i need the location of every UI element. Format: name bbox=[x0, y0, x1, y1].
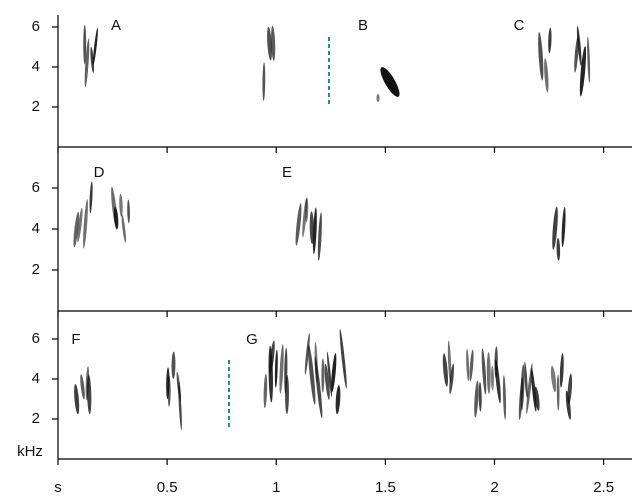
streak bbox=[478, 381, 482, 412]
y-tick-label: 2 bbox=[32, 261, 40, 278]
streak bbox=[567, 373, 573, 404]
streak bbox=[324, 363, 330, 400]
streak bbox=[262, 62, 266, 101]
streak bbox=[89, 181, 93, 214]
x-tick-label: 1 bbox=[272, 479, 280, 496]
streak bbox=[304, 332, 310, 375]
streak bbox=[552, 206, 558, 250]
panel-label: D bbox=[94, 164, 105, 181]
streak bbox=[83, 24, 87, 65]
streak bbox=[481, 348, 487, 395]
streak bbox=[90, 46, 95, 73]
streak bbox=[380, 67, 400, 97]
streak bbox=[84, 38, 90, 88]
streak bbox=[309, 211, 314, 245]
y-tick-label: 4 bbox=[32, 220, 40, 237]
streak bbox=[74, 383, 80, 415]
streak bbox=[466, 348, 470, 382]
streak bbox=[534, 386, 540, 411]
streak bbox=[119, 193, 123, 217]
streak bbox=[526, 362, 533, 415]
streak bbox=[556, 374, 560, 411]
streak bbox=[339, 328, 347, 389]
streak bbox=[447, 340, 452, 384]
streak bbox=[490, 365, 494, 391]
streak bbox=[474, 380, 479, 418]
streak bbox=[263, 373, 268, 409]
streak bbox=[587, 36, 591, 84]
panel-label: B bbox=[358, 17, 368, 34]
streak bbox=[331, 352, 337, 393]
streak bbox=[326, 351, 333, 398]
y-axis-label: kHz bbox=[17, 443, 43, 460]
y-tick-label: 6 bbox=[32, 179, 40, 196]
streak bbox=[524, 361, 528, 399]
streak bbox=[544, 58, 549, 93]
streak bbox=[178, 381, 182, 431]
streak bbox=[269, 340, 275, 375]
x-tick-label: 1.5 bbox=[375, 479, 396, 496]
streak bbox=[92, 27, 98, 65]
streak bbox=[520, 364, 525, 411]
panel-label: G bbox=[246, 331, 258, 348]
streak bbox=[565, 390, 571, 420]
streak bbox=[271, 25, 276, 61]
y-tick-label: 6 bbox=[32, 18, 40, 35]
streak bbox=[486, 352, 491, 394]
y-tick-label: 2 bbox=[32, 98, 40, 115]
x-tick-label: 2 bbox=[490, 479, 498, 496]
streak bbox=[171, 351, 176, 379]
x-tick-label: s bbox=[54, 479, 62, 496]
y-tick-label: 4 bbox=[32, 58, 40, 75]
streak bbox=[127, 199, 130, 224]
streak bbox=[80, 374, 85, 400]
streak bbox=[274, 349, 278, 388]
streak bbox=[449, 363, 455, 394]
panel-label: A bbox=[111, 17, 121, 34]
panel-label: C bbox=[514, 17, 525, 34]
streak bbox=[502, 375, 507, 420]
streak bbox=[308, 344, 316, 405]
streak bbox=[579, 46, 587, 97]
spectrogram-image bbox=[73, 24, 591, 431]
y-tick-label: 6 bbox=[32, 330, 40, 347]
streak bbox=[279, 344, 284, 394]
streak bbox=[556, 237, 561, 261]
y-tick-label: 2 bbox=[32, 410, 40, 427]
streak bbox=[317, 212, 322, 261]
streak bbox=[167, 375, 171, 407]
streak bbox=[376, 94, 380, 102]
streak bbox=[267, 26, 272, 61]
streak bbox=[321, 358, 325, 393]
panel-label: E bbox=[282, 164, 292, 181]
streak bbox=[335, 385, 341, 415]
y-tick-label: 4 bbox=[32, 370, 40, 387]
streak bbox=[83, 199, 88, 249]
streak bbox=[548, 27, 552, 54]
streak bbox=[469, 349, 474, 382]
streak bbox=[285, 374, 289, 415]
streak bbox=[295, 203, 302, 246]
streak bbox=[312, 207, 317, 255]
streak bbox=[559, 353, 564, 388]
streak bbox=[494, 359, 501, 404]
streak bbox=[442, 353, 448, 387]
streak bbox=[531, 367, 537, 412]
streak bbox=[538, 32, 544, 81]
panel-label: F bbox=[71, 331, 80, 348]
streak bbox=[113, 206, 119, 229]
x-tick-label: 2.5 bbox=[593, 479, 614, 496]
streak bbox=[576, 25, 582, 67]
streak bbox=[121, 214, 127, 243]
streak bbox=[305, 197, 309, 223]
streak bbox=[77, 207, 83, 243]
streak bbox=[574, 35, 579, 73]
streak bbox=[550, 365, 557, 393]
streak bbox=[87, 374, 92, 415]
streak bbox=[73, 211, 80, 248]
x-tick-label: 0.5 bbox=[157, 479, 178, 496]
streak bbox=[561, 207, 566, 248]
streak bbox=[314, 356, 323, 419]
